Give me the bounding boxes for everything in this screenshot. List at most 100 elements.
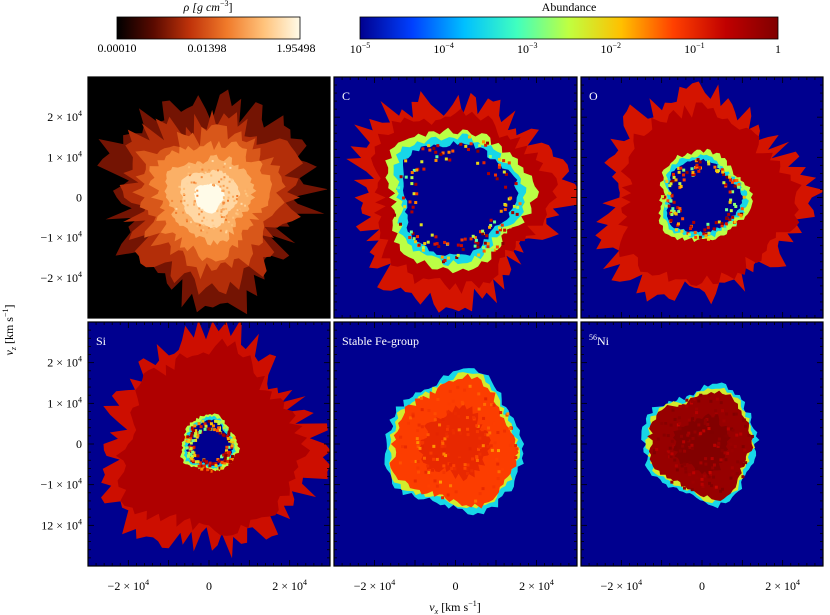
abundance-cell bbox=[502, 170, 506, 174]
abundance-cell bbox=[652, 451, 656, 455]
abundance-cell bbox=[717, 441, 721, 445]
abundance-cell bbox=[413, 479, 417, 483]
abundance-cell bbox=[393, 213, 397, 217]
abundance-cell bbox=[664, 204, 668, 208]
abundance-cell bbox=[223, 456, 227, 460]
density-cell bbox=[235, 191, 238, 194]
abundance-cell bbox=[518, 202, 522, 206]
panel-Ni: 56Ni bbox=[580, 321, 824, 567]
abundance-cell bbox=[488, 154, 492, 158]
abundance-cell bbox=[730, 446, 734, 450]
abundance-cell bbox=[663, 195, 667, 199]
abundance-cell bbox=[722, 172, 726, 176]
abundance-colorbar: Abundance 10−5 10−4 10−3 10−2 10−1 1 bbox=[350, 0, 781, 56]
abundance-cell bbox=[692, 413, 696, 417]
abundance-cell bbox=[458, 456, 462, 460]
density-cell bbox=[232, 195, 235, 198]
density-cell bbox=[244, 189, 247, 192]
abundance-cell bbox=[222, 453, 226, 457]
abundance-cell bbox=[680, 434, 684, 438]
abundance-cell bbox=[230, 454, 234, 458]
density-cell bbox=[223, 216, 226, 219]
abundance-cell bbox=[695, 165, 699, 169]
abundance-cell bbox=[734, 204, 738, 208]
abundance-cell bbox=[483, 241, 487, 245]
abundance-cell bbox=[712, 463, 716, 467]
abundance-core bbox=[666, 158, 745, 235]
abundance-cell bbox=[729, 209, 733, 213]
abundance-cell bbox=[709, 484, 713, 488]
density-cell bbox=[183, 187, 186, 190]
density-cell bbox=[218, 180, 221, 183]
abundance-cell bbox=[684, 470, 688, 474]
abundance-cell bbox=[192, 429, 196, 433]
density-cell bbox=[219, 229, 222, 232]
abundance-cell bbox=[740, 187, 744, 191]
density-cell bbox=[226, 186, 229, 189]
abundance-cell bbox=[504, 203, 508, 207]
abundance-cell bbox=[420, 408, 424, 412]
density-cell bbox=[171, 199, 174, 202]
abundance-cell bbox=[720, 168, 724, 172]
density-cell bbox=[232, 216, 235, 219]
abundance-cell bbox=[697, 423, 701, 427]
density-cell bbox=[222, 165, 225, 168]
abundance-cell bbox=[735, 472, 739, 476]
abundance-cell bbox=[226, 437, 230, 441]
abundance-cell bbox=[211, 424, 215, 428]
abundance-cell bbox=[487, 172, 491, 176]
abundance-cell bbox=[709, 430, 713, 434]
abundance-cell bbox=[463, 466, 467, 470]
abundance-cell bbox=[725, 412, 729, 416]
abundance-cell bbox=[684, 467, 688, 471]
abundance-cell bbox=[670, 209, 674, 213]
density-cell bbox=[227, 220, 230, 223]
abundance-cell bbox=[420, 396, 424, 400]
abundance-cell bbox=[417, 243, 421, 247]
abundance-cell bbox=[736, 460, 740, 464]
abundance-cell bbox=[682, 173, 686, 177]
abundance-core-inner bbox=[673, 413, 731, 478]
abundance-cell bbox=[186, 435, 190, 439]
abundance-cell bbox=[398, 222, 402, 226]
density-cell bbox=[211, 160, 214, 163]
abundance-cell bbox=[459, 142, 463, 146]
density-cell bbox=[227, 196, 230, 199]
abundance-cell bbox=[429, 474, 433, 478]
abundance-cell bbox=[500, 223, 504, 227]
abundance-cell bbox=[709, 399, 713, 403]
abundance-cell bbox=[426, 464, 430, 468]
abundance-cell bbox=[426, 240, 430, 244]
abundance-cell bbox=[716, 169, 720, 173]
abundance-cell bbox=[724, 222, 728, 226]
abundance-cell bbox=[669, 423, 673, 427]
abundance-cell bbox=[682, 462, 686, 466]
abundance-cell bbox=[188, 448, 192, 452]
abundance-cell bbox=[719, 489, 723, 493]
abundance-cell bbox=[486, 141, 490, 145]
abundance-cell bbox=[221, 433, 225, 437]
abundance-cell bbox=[191, 439, 195, 443]
abundance-cell bbox=[692, 397, 696, 401]
abundance-cell bbox=[471, 234, 475, 238]
density-cell bbox=[211, 183, 214, 186]
abundance-cell bbox=[429, 451, 433, 455]
abundance-cell bbox=[191, 446, 195, 450]
y-tick-label: −2 × 104 bbox=[40, 270, 82, 285]
abundance-cell bbox=[705, 417, 709, 421]
abundance-cell bbox=[433, 418, 437, 422]
abundance-cell bbox=[714, 409, 718, 413]
abundance-cell bbox=[459, 431, 463, 435]
abundance-cell bbox=[186, 454, 190, 458]
abundance-cell bbox=[206, 468, 210, 472]
abundance-cell bbox=[497, 157, 501, 161]
abundance-cell bbox=[740, 207, 744, 211]
abundance-cell bbox=[414, 459, 418, 463]
density-cell bbox=[217, 208, 220, 211]
abundance-cell bbox=[419, 223, 423, 227]
abundance-cell bbox=[682, 440, 686, 444]
density-cell bbox=[185, 218, 188, 221]
abundance-cell bbox=[677, 416, 681, 420]
abundance-cell bbox=[469, 237, 473, 241]
density-cell bbox=[194, 182, 197, 185]
